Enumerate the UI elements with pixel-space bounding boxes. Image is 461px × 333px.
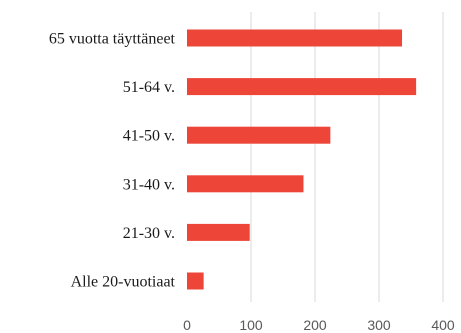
bar [187,126,331,144]
category-label: 21-30 v. [123,225,175,242]
bar [187,272,204,290]
category-label: 41-50 v. [123,128,175,145]
bar [187,223,250,241]
bar [187,78,417,96]
x-tick-label: 200 [303,317,327,333]
x-tick-label: 400 [431,317,455,333]
bar [187,175,304,193]
x-tick-label: 0 [183,317,191,333]
category-labels: 65 vuotta täyttäneet 51-64 v. 41-50 v. 31-4… [49,31,176,291]
x-tick-label: 100 [239,317,263,333]
category-label: 31-40 v. [123,176,175,193]
category-label: 65 vuotta täyttäneet [49,31,176,48]
category-label: 51-64 v. [123,79,175,96]
bars [187,29,417,290]
category-label: Alle 20-vuotiaat [71,274,176,291]
x-tick-labels: 0 100 200 300 400 [183,317,455,333]
bar [187,29,403,47]
grid-lines [250,12,444,302]
x-tick-label: 300 [367,317,391,333]
